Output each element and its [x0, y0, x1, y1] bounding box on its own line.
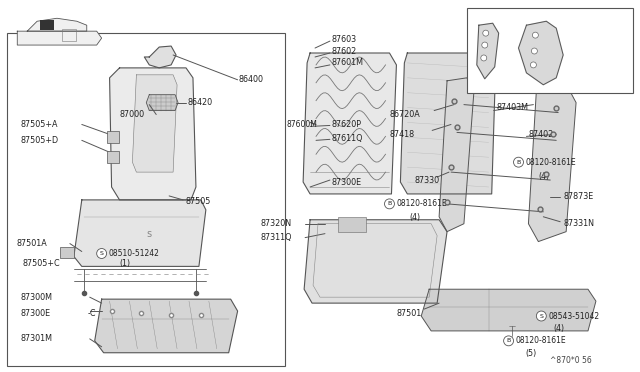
Text: 87505+C: 87505+C: [22, 259, 60, 268]
Text: 86720A: 86720A: [390, 110, 420, 119]
Text: 87501A: 87501A: [16, 239, 47, 248]
Text: B: B: [516, 160, 520, 165]
Bar: [338, 217, 365, 232]
Text: 87501: 87501: [396, 308, 422, 318]
Text: S: S: [540, 314, 543, 318]
Text: 87403M: 87403M: [497, 103, 529, 112]
Polygon shape: [109, 68, 196, 200]
Bar: [60, 247, 74, 259]
Circle shape: [536, 311, 547, 321]
Text: 87311Q: 87311Q: [260, 233, 292, 242]
Text: (4): (4): [410, 213, 420, 222]
Text: (4): (4): [538, 171, 550, 180]
Text: (5): (5): [525, 349, 537, 358]
Text: 87602: 87602: [332, 46, 357, 55]
Polygon shape: [147, 95, 178, 110]
Text: 87603: 87603: [332, 35, 357, 44]
Polygon shape: [421, 289, 596, 331]
Circle shape: [504, 336, 513, 346]
Polygon shape: [28, 18, 87, 31]
Text: B: B: [387, 201, 392, 206]
Circle shape: [481, 55, 487, 61]
Polygon shape: [145, 46, 176, 68]
Text: 87611Q: 87611Q: [332, 134, 364, 143]
Polygon shape: [477, 23, 499, 79]
Circle shape: [482, 42, 488, 48]
Text: 87505+D: 87505+D: [20, 136, 58, 145]
Text: FOR USA [0790-0193]: FOR USA [0790-0193]: [473, 13, 556, 22]
Text: 87402: 87402: [574, 57, 599, 65]
Text: 87330: 87330: [414, 176, 440, 185]
Text: 08543-51042: 08543-51042: [548, 311, 600, 321]
Polygon shape: [17, 31, 102, 45]
Circle shape: [531, 48, 538, 54]
Polygon shape: [132, 75, 177, 172]
Polygon shape: [439, 78, 474, 232]
Text: 87016P: 87016P: [556, 24, 584, 33]
Text: 87401: 87401: [499, 72, 524, 81]
Text: 87401: 87401: [473, 33, 497, 43]
Text: 87620P: 87620P: [332, 120, 362, 129]
Text: 87300M: 87300M: [20, 293, 52, 302]
Polygon shape: [304, 220, 447, 303]
Circle shape: [385, 199, 394, 209]
Circle shape: [513, 157, 524, 167]
Text: 08120-8161E: 08120-8161E: [516, 336, 566, 345]
Text: 87600M: 87600M: [286, 120, 317, 129]
Bar: [62, 29, 76, 41]
Bar: [7, 33, 285, 366]
Text: 87505: 87505: [185, 198, 211, 206]
Text: 08120-8161E: 08120-8161E: [396, 199, 447, 208]
Polygon shape: [401, 53, 495, 194]
Polygon shape: [529, 88, 576, 241]
Text: -C: -C: [88, 308, 96, 318]
Polygon shape: [95, 299, 237, 353]
Bar: [467, 8, 633, 93]
Text: ^870*0 56: ^870*0 56: [550, 356, 592, 365]
Circle shape: [483, 30, 489, 36]
Text: 87418: 87418: [390, 130, 415, 139]
Text: 87505+A: 87505+A: [20, 120, 58, 129]
Text: B: B: [506, 339, 511, 343]
Text: (1): (1): [120, 259, 131, 268]
Text: 08120-8161E: 08120-8161E: [525, 158, 576, 167]
Text: S: S: [100, 251, 104, 256]
Text: 87601M: 87601M: [332, 58, 364, 67]
Polygon shape: [518, 21, 563, 85]
Text: 08510-51242: 08510-51242: [109, 249, 159, 258]
Circle shape: [531, 62, 536, 68]
Polygon shape: [303, 53, 396, 194]
Bar: [107, 151, 118, 163]
Text: 86420: 86420: [187, 98, 212, 107]
Polygon shape: [74, 200, 206, 266]
Bar: [40, 20, 54, 30]
Text: 87000: 87000: [120, 110, 145, 119]
Text: 87320N: 87320N: [260, 219, 292, 228]
Text: 87873E: 87873E: [563, 192, 593, 201]
Text: 87300E: 87300E: [20, 308, 51, 318]
Text: 87300E: 87300E: [332, 177, 362, 186]
Text: s: s: [147, 229, 152, 239]
Bar: [107, 131, 118, 143]
Text: 86400: 86400: [239, 75, 264, 84]
Text: (4): (4): [553, 324, 564, 333]
Circle shape: [532, 32, 538, 38]
Circle shape: [97, 248, 107, 259]
Text: 87402: 87402: [529, 130, 554, 139]
Text: 87331N: 87331N: [563, 219, 594, 228]
Text: 87301M: 87301M: [20, 334, 52, 343]
